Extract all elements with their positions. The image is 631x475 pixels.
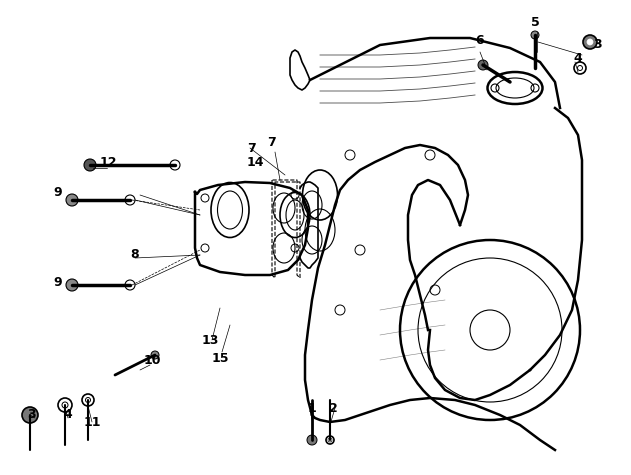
- Text: 6: 6: [476, 34, 485, 47]
- Text: 4: 4: [64, 408, 73, 421]
- Text: 1: 1: [308, 401, 316, 415]
- Text: 9: 9: [54, 276, 62, 288]
- Circle shape: [84, 159, 96, 171]
- Text: 10: 10: [143, 353, 161, 367]
- Text: 7: 7: [268, 135, 276, 149]
- Circle shape: [307, 435, 317, 445]
- Text: 13: 13: [201, 333, 219, 346]
- Circle shape: [587, 39, 593, 45]
- Circle shape: [531, 31, 539, 39]
- Text: 7: 7: [247, 142, 256, 154]
- Text: 8: 8: [131, 248, 139, 262]
- Text: 15: 15: [211, 352, 229, 364]
- Text: 14: 14: [246, 155, 264, 169]
- Circle shape: [151, 351, 159, 359]
- Text: 12: 12: [99, 155, 117, 169]
- Circle shape: [478, 60, 488, 70]
- Text: 3: 3: [28, 408, 37, 421]
- Text: 4: 4: [574, 51, 582, 65]
- Circle shape: [22, 407, 38, 423]
- Text: 5: 5: [531, 16, 540, 28]
- Circle shape: [66, 194, 78, 206]
- Circle shape: [583, 35, 597, 49]
- Text: 3: 3: [594, 38, 603, 51]
- Text: 9: 9: [54, 186, 62, 199]
- Text: 11: 11: [83, 417, 101, 429]
- Text: 2: 2: [329, 401, 338, 415]
- Circle shape: [66, 279, 78, 291]
